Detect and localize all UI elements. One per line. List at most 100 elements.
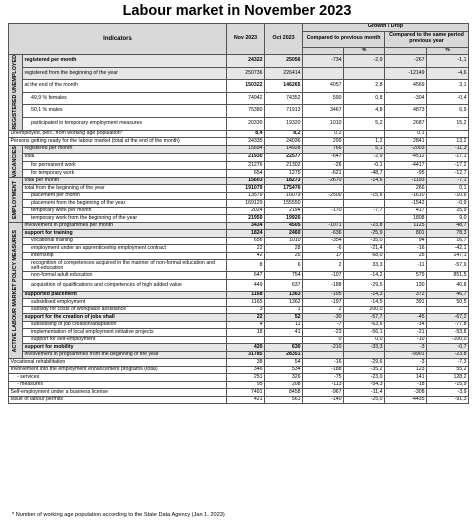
table-row: non-formal adult education 647 754 -107 -14,…: [9, 271, 469, 280]
month-change-pct: 0,0: [343, 335, 385, 345]
month-change-pct: -56,1: [343, 328, 385, 337]
oct-value: 754: [264, 271, 303, 280]
row-label: non-formal adult education: [22, 271, 227, 280]
row-label: subsidy for costs of workplace assistanc…: [22, 305, 227, 315]
nov-value: 420: [226, 343, 265, 352]
table-row: - measures 95 208 -113 -54,3 -18 -15,9: [8, 380, 469, 390]
table-row: temporary work from the beginning of the…: [9, 214, 469, 223]
year-change-pct: [426, 305, 469, 315]
nov-value: 22: [226, 313, 265, 322]
oct-value: 11: [264, 320, 303, 330]
month-change-pct: 5,2: [343, 116, 385, 131]
year-change-pct: 6,9: [426, 104, 469, 118]
year-change: 2687: [384, 116, 427, 131]
table-container: Indicators Nov 2023 Oct 2023 Growth / Dr…: [8, 23, 469, 405]
oct-value: 22577: [264, 152, 303, 162]
month-change-pct: -35,2: [343, 365, 385, 375]
year-change: -10: [384, 335, 427, 345]
oct-value: 637: [264, 278, 303, 292]
row-label: support for self-employment: [22, 335, 227, 345]
oct-value: 14928: [264, 144, 303, 154]
year-change-pct: 55,2: [426, 365, 469, 375]
year-change-pct: -77,8: [426, 320, 469, 330]
oct-value: 534: [264, 365, 303, 375]
month-change: -7: [302, 320, 344, 330]
table-row: support for self-employment 0 0,0 -10 -100,0: [9, 335, 469, 345]
table-row: at the end of the month 150322 146265 4057 2…: [9, 79, 469, 93]
month-change: 17: [302, 251, 344, 261]
year-change: -12149: [384, 66, 427, 81]
year-change-pct: 15,2: [426, 116, 469, 131]
year-change: 372: [384, 290, 427, 300]
month-change: -354: [302, 236, 344, 246]
header-growth: Growth / Drop: [302, 23, 469, 32]
oct-value: 28351: [264, 350, 303, 360]
nov-value: 7491: [226, 388, 265, 397]
nov-value: 1168: [226, 290, 265, 300]
row-label: support for training: [22, 229, 227, 238]
oct-value: 74352: [264, 91, 303, 106]
year-change-pct: -11,3: [426, 144, 469, 154]
year-change: 391: [384, 298, 427, 307]
row-label: Self-employment under a business license: [8, 388, 227, 397]
year-change-pct: -3,9: [426, 388, 469, 397]
year-change: 579: [384, 271, 427, 280]
nov-value: 42: [226, 251, 265, 261]
year-change-pct: -42,1: [426, 244, 469, 253]
year-change: 0,1: [384, 129, 427, 139]
month-change-pct: -7,7: [343, 206, 385, 216]
row-label: vocational training: [22, 236, 227, 246]
table-row: involvement in programmes from the begin…: [9, 350, 469, 360]
year-change-pct: -23,8: [426, 350, 469, 360]
nov-value: 1824: [226, 229, 265, 238]
table-row: vocational training 656 1010 -354 -35,0 94 16,…: [9, 236, 469, 246]
year-change-pct: -7,1: [426, 176, 469, 186]
section-label-employment: EMPLOYMENT: [8, 176, 23, 223]
row-label: Issue of labour permits: [8, 395, 227, 405]
year-change-pct: 128,2: [426, 373, 469, 382]
year-change: 123: [384, 365, 427, 375]
oct-value: 1362: [264, 298, 303, 307]
row-label: at the end of the month: [22, 79, 227, 93]
year-change: -9901: [384, 350, 427, 360]
year-change-pct: -0,4: [426, 91, 469, 106]
month-change: -16: [302, 358, 344, 367]
year-change-pct: -10,6: [426, 191, 469, 201]
year-change: -45: [384, 313, 427, 322]
year-change-pct: 3,1: [426, 79, 469, 93]
month-change-pct: 1,2: [343, 137, 385, 146]
month-change: -107: [302, 271, 344, 280]
year-change-pct: [426, 129, 469, 139]
year-change-pct: 48,7: [426, 221, 469, 231]
nov-value: 8,4: [226, 129, 265, 139]
row-label: employment under an apprenticeship emplo…: [22, 244, 227, 253]
year-change: 141: [384, 373, 427, 382]
month-change: -140: [302, 395, 344, 405]
section-label-text: EMPLOYMENT: [11, 180, 18, 219]
row-label: Unemployed, perc. from working age popul…: [8, 129, 227, 139]
table-row: employment under an apprenticeship emplo…: [9, 244, 469, 253]
table-row: Vocational rehabilitation 38 54 -16 -29,6 -3-…: [8, 358, 469, 367]
month-change: -967: [302, 388, 344, 397]
year-change: 2841: [384, 137, 427, 146]
year-change: 801: [384, 229, 427, 238]
oct-value: 41: [264, 328, 303, 337]
table-row: registered from the beginning of the yea…: [9, 66, 469, 81]
oct-value: 1275: [264, 168, 303, 178]
table-row: for permanent work 21276 21302 -26 -0,1 -4417…: [9, 160, 469, 170]
page-title: Labour market in November 2023: [122, 3, 352, 19]
year-change-pct: -91,3: [426, 395, 469, 405]
month-change: -621: [302, 168, 344, 178]
month-change: -210: [302, 343, 344, 352]
month-change: [302, 350, 344, 360]
oct-value: 226414: [264, 66, 303, 81]
month-change: 2: [302, 305, 344, 315]
year-change: -4435: [384, 395, 427, 405]
year-change-pct: -67,2: [426, 313, 469, 322]
nov-value: 74942: [226, 91, 265, 106]
table-row: 49,9 % females 74942 74352 590 0,8 -304 -0,4: [9, 91, 469, 106]
nov-value: 22: [226, 244, 265, 253]
month-change-pct: -2,9: [343, 54, 385, 68]
row-label: - measures: [8, 380, 227, 390]
